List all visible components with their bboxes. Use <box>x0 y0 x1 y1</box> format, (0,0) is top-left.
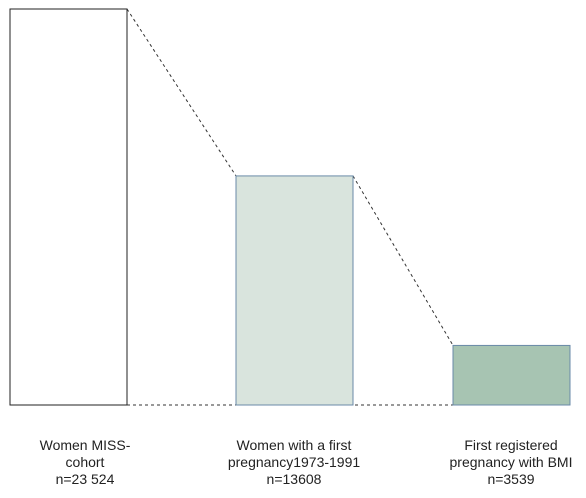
bar-label-first-pregnancy: Women with a first pregnancy1973-1991 n=… <box>209 437 379 488</box>
label-line: First registered <box>464 437 558 453</box>
bar-first-pregnancy <box>235 175 354 406</box>
label-line: Women MISS- <box>39 437 131 453</box>
bar-label-miss-cohort: Women MISS- cohort n=23 524 <box>0 437 170 488</box>
label-line: cohort <box>65 454 105 470</box>
bar-label-bmi-pregnancy: First registered pregnancy with BMI n=35… <box>426 437 586 488</box>
label-line: Women with a first <box>236 437 352 453</box>
label-count: n=23 524 <box>55 471 115 487</box>
bar-bmi-pregnancy <box>452 344 571 406</box>
bar-miss-cohort <box>9 8 128 406</box>
label-line: pregnancy with BMI <box>449 454 573 470</box>
label-count: n=3539 <box>487 471 535 487</box>
funnel-connector-1 <box>126 8 237 177</box>
label-line: pregnancy1973-1991 <box>227 454 361 470</box>
funnel-connector-2 <box>352 175 454 346</box>
label-count: n=13608 <box>266 471 322 487</box>
